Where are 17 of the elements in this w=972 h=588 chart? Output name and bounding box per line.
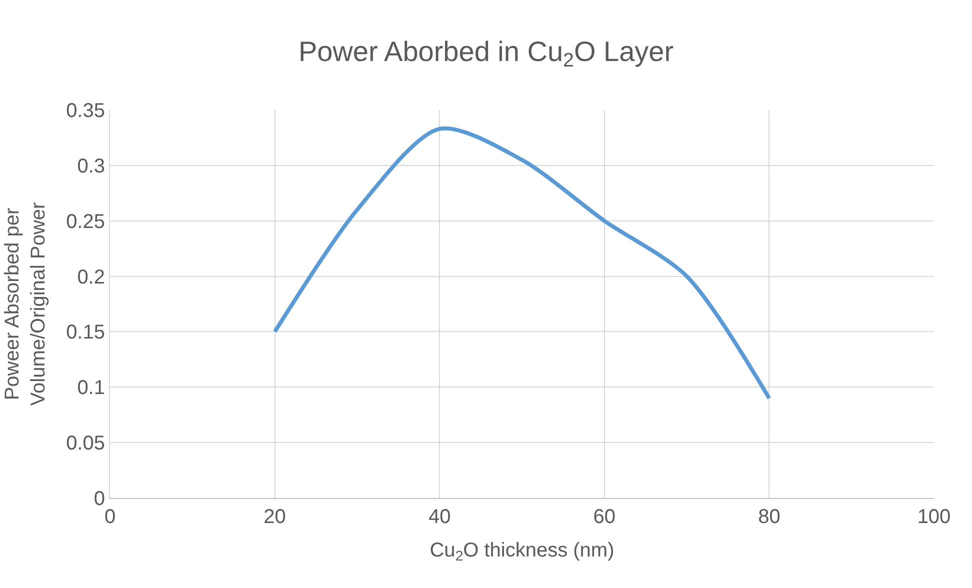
x-tick-label: 80 xyxy=(758,506,780,528)
chart-title: Power Aborbed in Cu$_{2}$O Layer xyxy=(298,36,674,72)
y-tick-label: 0.15 xyxy=(66,322,105,344)
y-tick-label: 0.05 xyxy=(66,432,105,455)
y-tick-label: 0.3 xyxy=(77,155,105,178)
y-axis-title: Poweer Absorbed per Volume/Original Power xyxy=(2,202,50,406)
x-tick-label: 20 xyxy=(264,506,286,528)
y-tick-label: 0.2 xyxy=(77,266,105,288)
y-tick-label: 0 xyxy=(94,488,105,510)
y-tick-label: 0.25 xyxy=(66,210,105,233)
x-tick-label: 60 xyxy=(593,506,616,528)
x-tick-label: 100 xyxy=(917,506,951,528)
x-tick-label: 40 xyxy=(428,506,451,528)
line-series xyxy=(272,126,772,400)
y-tick-label: 0.35 xyxy=(66,100,105,122)
x-axis-title: Cu$_{2}$O thickness (nm) xyxy=(430,540,614,564)
y-tick-label: 0.1 xyxy=(77,377,105,400)
